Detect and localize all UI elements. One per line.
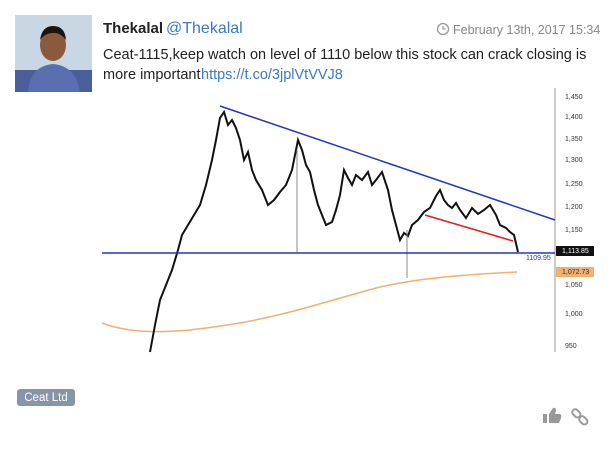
average-label: 1,072.73 [562,269,589,276]
axis-label: 1,150 [565,227,583,234]
post-text: more important [103,67,201,83]
avatar [15,15,92,92]
support-label: 1109.95 [526,255,551,262]
chart-image: 1,450 1,400 1,350 1,300 1,250 1,200 1,15… [101,88,594,353]
tag[interactable]: Ceat Ltd [24,392,67,404]
axis-label: 950 [565,343,577,350]
clock-icon [436,22,450,36]
price-badge [556,246,594,256]
handle[interactable]: @Thekalal [166,20,243,37]
average-badge [556,267,594,277]
axis-label: 1,050 [565,282,583,289]
axis-label: 1,350 [565,136,583,143]
axis-label: 1,300 [565,157,583,164]
post-link[interactable]: https://t.co/3jplVtVVJ8 [201,67,343,83]
last-price-label: 1,113.85 [562,248,589,255]
tag-badge[interactable] [17,389,75,406]
timestamp: February 13th, 2017 15:34 [453,23,600,37]
axis-label: 1,250 [565,181,583,188]
post-text: Ceat-1115,keep watch on level of 1110 be… [103,47,586,63]
link-icon[interactable] [571,408,589,426]
axis-label: 1,450 [565,94,583,101]
like-icon[interactable] [543,407,562,423]
axis-label: 1,200 [565,204,583,211]
axis-label: 1,400 [565,114,583,121]
author-name[interactable]: Thekalal [103,20,163,37]
axis-label: 1,000 [565,311,583,318]
